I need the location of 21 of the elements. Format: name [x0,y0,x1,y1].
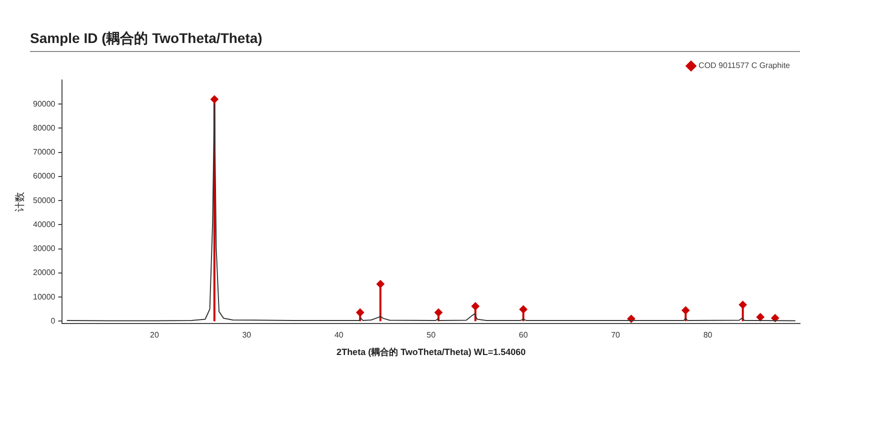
y-tick-label: 80000 [32,123,56,132]
y-tick-label: 50000 [32,196,56,205]
x-axis-title: 2Theta (耦合的 TwoTheta/Theta) WL=1.54060 [336,347,526,358]
y-tick-label: 70000 [32,148,56,157]
x-tick-label: 30 [242,330,252,340]
chart-title: Sample ID (耦合的 TwoTheta/Theta) [30,30,800,52]
y-axis-title: 计数 [14,192,26,212]
x-tick-label: 70 [611,330,621,340]
x-tick-label: 80 [703,330,713,340]
y-tick-label: 90000 [32,99,56,108]
x-tick-label: 50 [426,330,436,340]
y-tick-label: 40000 [32,220,56,229]
y-tick-label: 0 [50,316,56,326]
y-tick-label: 30000 [32,244,56,254]
y-tick-label: 20000 [32,268,56,278]
x-tick-label: 60 [518,330,528,340]
legend-label: COD 9011577 C Graphite [698,61,791,70]
y-tick-label: 60000 [32,172,56,181]
x-tick-label: 40 [334,330,344,340]
x-tick-label: 20 [150,330,160,340]
y-tick-label: 10000 [32,292,56,302]
